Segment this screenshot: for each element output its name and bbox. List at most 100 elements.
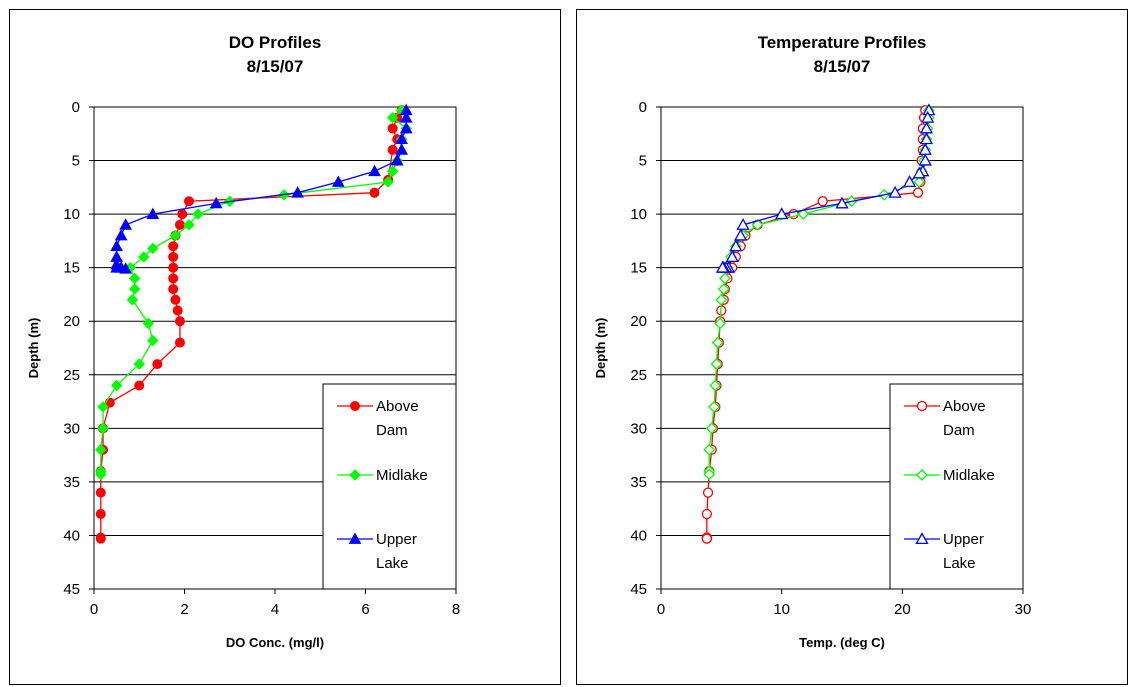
legend-label-line: Dam (376, 422, 408, 439)
data-point (835, 196, 849, 209)
plot-area (93, 106, 457, 590)
data-point (95, 487, 106, 498)
x-tick-label: 6 (361, 601, 369, 618)
y-tick-label: 35 (63, 474, 80, 491)
data-point (168, 262, 179, 273)
y-tick-label: 30 (63, 420, 80, 437)
y-axis-label: Depth (m) (26, 318, 41, 379)
data-point (399, 121, 413, 134)
data-point (919, 132, 934, 145)
data-point (368, 164, 381, 177)
chart-title-line: 8/15/07 (814, 57, 871, 76)
legend-label: Upper Lake (376, 531, 417, 572)
data-point (209, 196, 223, 209)
plot-area (660, 106, 1024, 590)
y-tick-label: 25 (630, 367, 647, 384)
legend-marker (915, 532, 929, 545)
y-tick-label: 5 (639, 153, 647, 170)
data-point (147, 334, 159, 347)
data-point (709, 379, 722, 392)
data-point (95, 533, 106, 544)
x-tick-label: 30 (1015, 601, 1032, 618)
chart-title-line: Temperature Profiles (758, 33, 927, 52)
y-tick-label: 10 (630, 206, 647, 223)
data-point (390, 154, 404, 166)
data-point (168, 251, 179, 262)
data-point (714, 317, 727, 330)
data-point (291, 186, 304, 198)
legend-label-line: Lake (376, 555, 409, 572)
data-point (146, 207, 160, 220)
data-point (736, 217, 750, 230)
x-tick-label: 4 (271, 601, 279, 618)
data-point (382, 176, 394, 188)
y-tick-label: 5 (72, 153, 80, 170)
data-point (192, 208, 204, 220)
data-point (918, 153, 932, 166)
legend-label-line: Dam (943, 422, 975, 439)
data-point (110, 239, 123, 252)
y-tick-label: 15 (630, 260, 647, 277)
x-axis-label: Temp. (deg C) (799, 635, 885, 650)
y-tick-label: 40 (63, 527, 80, 544)
x-axis-label: DO Conc. (mg/l) (226, 635, 324, 650)
data-point (97, 401, 109, 413)
legend-label: Midlake (376, 467, 428, 484)
data-point (147, 242, 159, 255)
data-point (152, 359, 163, 370)
data-point (913, 176, 926, 188)
y-tick-label: 45 (63, 581, 80, 598)
data-point (705, 422, 718, 435)
legend-marker (348, 532, 362, 544)
data-point (170, 294, 181, 305)
data-point (386, 165, 399, 177)
chart-title: DO Profiles 8/15/07 (229, 33, 322, 76)
x-tick-label: 0 (90, 601, 98, 618)
data-point (169, 229, 182, 242)
temperature-profiles-chart: Temperature Profiles 8/15/07 0 5 10 15 20 25 30 3… (576, 9, 1128, 685)
data-point (729, 239, 743, 252)
legend (889, 383, 1024, 590)
do-profiles-chart: DO Profiles 8/15/07 0 5 10 15 20 25 30 35 40 45 0 2 4 6… (9, 9, 561, 685)
data-point (387, 144, 398, 155)
y-axis-label: Depth (m) (593, 318, 608, 379)
data-point (387, 123, 398, 134)
data-point (142, 317, 155, 330)
data-point (912, 166, 926, 179)
legend-label-line: Upper (376, 531, 417, 548)
legend-label: Above Dam (376, 398, 419, 439)
data-point (95, 509, 106, 520)
data-point (126, 294, 139, 306)
data-point (797, 208, 810, 221)
data-point (119, 218, 133, 230)
y-tick-label: 15 (63, 260, 80, 277)
data-point (97, 422, 109, 435)
chart-title-line: DO Profiles (229, 33, 322, 52)
y-tick-label: 20 (630, 313, 647, 330)
data-point (701, 533, 713, 544)
data-point (751, 218, 764, 231)
data-point (168, 284, 179, 295)
legend-label-line: Midlake (376, 467, 428, 484)
data-point (708, 400, 721, 413)
data-point (703, 443, 716, 456)
data-point (114, 229, 128, 241)
data-point (701, 508, 713, 520)
data-point (129, 283, 141, 295)
data-point (715, 293, 728, 306)
data-point (717, 283, 730, 296)
legend-label: Upper Lake (943, 531, 984, 572)
data-point (715, 260, 730, 273)
data-point (110, 379, 123, 392)
data-point (902, 175, 917, 188)
data-point (172, 305, 183, 316)
x-tick-label: 2 (180, 601, 188, 618)
series-line-2 (722, 110, 930, 269)
data-point (734, 228, 748, 241)
data-point (168, 241, 179, 252)
data-point (888, 185, 902, 198)
chart-svg-0: DO Profiles 8/15/07 0 5 10 15 20 25 30 35 40 45 0 2 4 6… (26, 33, 460, 650)
legend-label-line: Lake (943, 555, 976, 572)
legend-label-line: Above (376, 398, 419, 415)
x-tick-label: 8 (452, 601, 460, 618)
